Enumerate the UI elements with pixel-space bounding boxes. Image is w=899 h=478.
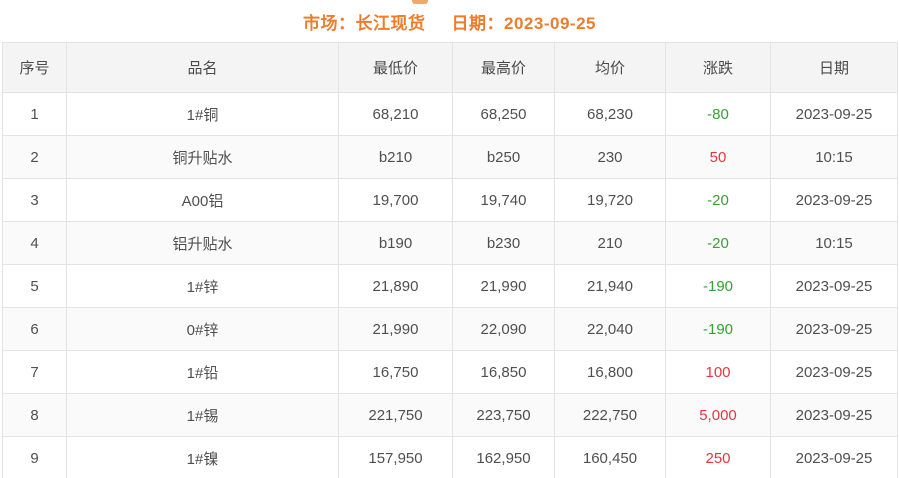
cell-avg-price: 210 — [554, 221, 666, 265]
cell-product-name: 0#锌 — [66, 307, 339, 351]
cell-avg-price: 21,940 — [554, 264, 666, 308]
cell-high-price: 162,950 — [452, 436, 555, 478]
col-header-high: 最高价 — [452, 42, 555, 93]
table-row: 5 1#锌 21,890 21,990 21,940 -190 2023-09-… — [2, 264, 898, 308]
cell-product-name: 1#锌 — [66, 264, 339, 308]
cell-change: -20 — [665, 221, 771, 265]
cell-product-name: 铜升贴水 — [66, 135, 339, 179]
cell-high-price: 22,090 — [452, 307, 555, 351]
cell-no: 4 — [2, 221, 67, 265]
cell-change: -20 — [665, 178, 771, 222]
table-row: 1 1#铜 68,210 68,250 68,230 -80 2023-09-2… — [2, 92, 898, 136]
cell-date: 2023-09-25 — [770, 393, 898, 437]
cell-date: 2023-09-25 — [770, 350, 898, 394]
cell-high-price: b250 — [452, 135, 555, 179]
cell-date: 2023-09-25 — [770, 178, 898, 222]
col-header-no: 序号 — [2, 42, 67, 93]
cell-high-price: 21,990 — [452, 264, 555, 308]
col-header-name: 品名 — [66, 42, 339, 93]
cell-low-price: 16,750 — [338, 350, 453, 394]
cell-no: 6 — [2, 307, 67, 351]
cell-no: 5 — [2, 264, 67, 308]
cell-avg-price: 19,720 — [554, 178, 666, 222]
cell-product-name: 1#镍 — [66, 436, 339, 478]
cell-no: 7 — [2, 350, 67, 394]
cell-high-price: b230 — [452, 221, 555, 265]
cell-date: 2023-09-25 — [770, 264, 898, 308]
table-row: 4 铝升贴水 b190 b230 210 -20 10:15 — [2, 221, 898, 265]
cell-change: -80 — [665, 92, 771, 136]
cell-change: 5,000 — [665, 393, 771, 437]
cell-no: 2 — [2, 135, 67, 179]
cell-avg-price: 222,750 — [554, 393, 666, 437]
cell-no: 3 — [2, 178, 67, 222]
cell-high-price: 223,750 — [452, 393, 555, 437]
cell-change: 100 — [665, 350, 771, 394]
cell-low-price: b190 — [338, 221, 453, 265]
cell-high-price: 68,250 — [452, 92, 555, 136]
cell-avg-price: 230 — [554, 135, 666, 179]
cell-low-price: 19,700 — [338, 178, 453, 222]
cell-product-name: 1#铜 — [66, 92, 339, 136]
cell-low-price: 68,210 — [338, 92, 453, 136]
cell-no: 8 — [2, 393, 67, 437]
cell-change: -190 — [665, 264, 771, 308]
price-table: 序号 品名 最低价 最高价 均价 涨跌 日期 1 1#铜 68,210 68,2… — [2, 42, 898, 478]
cell-change: 50 — [665, 135, 771, 179]
cell-product-name: 1#锡 — [66, 393, 339, 437]
cell-date: 2023-09-25 — [770, 436, 898, 478]
cell-high-price: 19,740 — [452, 178, 555, 222]
col-header-date: 日期 — [770, 42, 898, 93]
cell-low-price: 157,950 — [338, 436, 453, 478]
cell-avg-price: 22,040 — [554, 307, 666, 351]
date-label: 日期：2023-09-25 — [451, 13, 596, 33]
cell-date: 2023-09-25 — [770, 307, 898, 351]
cell-change: -190 — [665, 307, 771, 351]
col-header-low: 最低价 — [338, 42, 453, 93]
table-row: 3 A00铝 19,700 19,740 19,720 -20 2023-09-… — [2, 178, 898, 222]
col-header-change: 涨跌 — [665, 42, 771, 93]
cutoff-orange-element — [412, 0, 428, 4]
cell-low-price: 221,750 — [338, 393, 453, 437]
cell-change: 250 — [665, 436, 771, 478]
table-row: 8 1#锡 221,750 223,750 222,750 5,000 2023… — [2, 393, 898, 437]
table-row: 6 0#锌 21,990 22,090 22,040 -190 2023-09-… — [2, 307, 898, 351]
cell-product-name: A00铝 — [66, 178, 339, 222]
cell-no: 9 — [2, 436, 67, 478]
cell-low-price: 21,990 — [338, 307, 453, 351]
cell-no: 1 — [2, 92, 67, 136]
cell-low-price: 21,890 — [338, 264, 453, 308]
cell-avg-price: 68,230 — [554, 92, 666, 136]
cell-avg-price: 16,800 — [554, 350, 666, 394]
cell-avg-price: 160,450 — [554, 436, 666, 478]
table-row: 9 1#镍 157,950 162,950 160,450 250 2023-0… — [2, 436, 898, 478]
cell-product-name: 1#铅 — [66, 350, 339, 394]
table-row: 2 铜升贴水 b210 b250 230 50 10:15 — [2, 135, 898, 179]
table-row: 7 1#铅 16,750 16,850 16,800 100 2023-09-2… — [2, 350, 898, 394]
cell-date: 10:15 — [770, 135, 898, 179]
page-title: 市场：长江现货 日期：2023-09-25 — [0, 0, 899, 42]
cell-product-name: 铝升贴水 — [66, 221, 339, 265]
col-header-avg: 均价 — [554, 42, 666, 93]
cell-low-price: b210 — [338, 135, 453, 179]
table-header-row: 序号 品名 最低价 最高价 均价 涨跌 日期 — [2, 42, 898, 93]
market-label: 市场：长江现货 — [303, 13, 426, 33]
cell-date: 2023-09-25 — [770, 92, 898, 136]
cell-high-price: 16,850 — [452, 350, 555, 394]
cell-date: 10:15 — [770, 221, 898, 265]
